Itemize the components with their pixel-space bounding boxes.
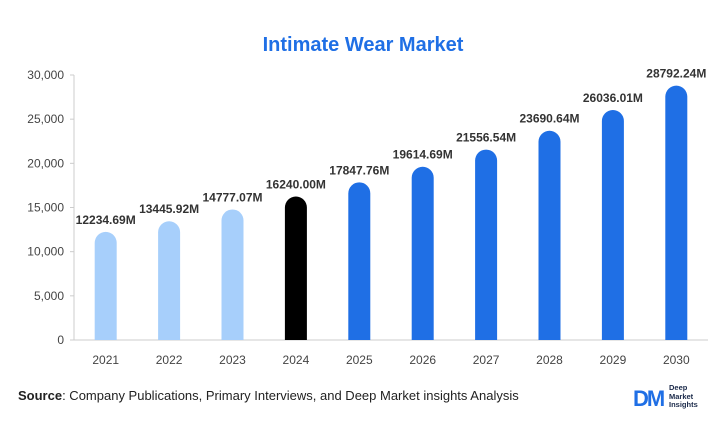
bar-data-label: 21556.54M xyxy=(456,131,516,145)
bar-data-label: 13445.92M xyxy=(139,202,199,216)
x-tick-label: 2022 xyxy=(156,353,183,367)
bar xyxy=(284,196,307,340)
bar xyxy=(158,221,181,340)
bar-data-label: 19614.69M xyxy=(393,148,453,162)
logo-text-line2: Market xyxy=(669,391,694,401)
bar xyxy=(601,110,624,340)
x-tick-label: 2025 xyxy=(346,353,373,367)
x-tick-label: 2030 xyxy=(663,353,690,367)
bar-data-label: 23690.64M xyxy=(519,112,579,126)
bar-data-label: 14777.07M xyxy=(202,190,262,204)
x-tick-label: 2021 xyxy=(92,353,119,367)
bar-data-label: 17847.76M xyxy=(329,163,389,177)
x-tick-label: 2029 xyxy=(600,353,627,367)
logo-mark: DM xyxy=(633,386,665,411)
y-tick-label: 25,000 xyxy=(27,112,64,126)
bar xyxy=(94,231,117,340)
bar-data-label: 28792.24M xyxy=(646,67,706,81)
y-tick-label: 5,000 xyxy=(34,289,64,303)
bar xyxy=(538,130,561,340)
y-tick-label: 15,000 xyxy=(27,201,64,215)
source-note: Source: Company Publications, Primary In… xyxy=(18,388,519,403)
y-tick-label: 0 xyxy=(57,333,64,347)
x-tick-label: 2026 xyxy=(409,353,436,367)
bar-data-label: 12234.69M xyxy=(76,213,136,227)
x-tick-label: 2024 xyxy=(283,353,310,367)
x-tick-label: 2027 xyxy=(473,353,500,367)
x-tick-label: 2023 xyxy=(219,353,246,367)
company-logo: DM Deep Market Insights xyxy=(633,383,713,414)
y-tick-label: 10,000 xyxy=(27,245,64,259)
x-tick-label: 2028 xyxy=(536,353,563,367)
logo-text: Deep Market Insights xyxy=(669,383,698,410)
y-tick-label: 20,000 xyxy=(27,156,64,170)
bar xyxy=(221,209,244,340)
source-label: Source xyxy=(18,388,63,403)
source-text: : Company Publications, Primary Intervie… xyxy=(62,388,519,403)
bar-data-label: 26036.01M xyxy=(583,91,643,105)
y-tick-label: 30,000 xyxy=(27,68,64,82)
logo-text-line1: Deep xyxy=(669,383,688,392)
bar-data-label: 16240.00M xyxy=(266,178,326,192)
bar xyxy=(475,149,498,340)
bar xyxy=(665,85,688,340)
logo-text-line3: Insights xyxy=(669,400,698,409)
bar xyxy=(348,182,371,340)
chart-title: Intimate Wear Market xyxy=(262,34,464,56)
bar xyxy=(411,166,434,340)
